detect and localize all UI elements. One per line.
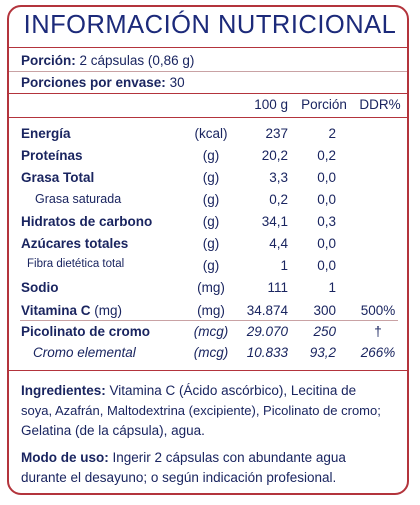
nutrient-per100: 237 bbox=[265, 126, 288, 141]
nutrient-unit: (mg) bbox=[197, 280, 225, 295]
table-row: Sodio (mg) 111 1 bbox=[0, 280, 420, 302]
nutrient-portion: 300 bbox=[313, 303, 336, 318]
nutrient-portion: 0,2 bbox=[317, 148, 336, 163]
divider bbox=[9, 47, 407, 48]
serving-size: Porción: 2 cápsulas (0,86 g) bbox=[21, 53, 194, 68]
header-ddr: DDR% bbox=[359, 97, 401, 112]
table-row: Proteínas (g) 20,2 0,2 bbox=[0, 148, 420, 170]
serving-value: 2 cápsulas (0,86 g) bbox=[79, 53, 195, 68]
nutrient-unit: (g) bbox=[202, 258, 220, 273]
header-portion: Porción bbox=[301, 97, 347, 112]
nutrient-per100: 10.833 bbox=[246, 345, 288, 360]
ingredients-label: Ingredientes: bbox=[21, 383, 106, 398]
ingredients-line1: Vitamina C (Ácido ascórbico), Lecitina d… bbox=[109, 383, 357, 398]
table-row: Fibra dietética total (g) 1 0,0 bbox=[0, 258, 420, 280]
nutrient-per100: 0,2 bbox=[269, 192, 288, 207]
nutrient-portion: 250 bbox=[313, 324, 336, 339]
divider bbox=[9, 370, 407, 371]
nutrient-name: Sodio bbox=[21, 280, 59, 295]
table-row: Vitamina C (mg) (mg) 34.874 300 500% bbox=[0, 303, 420, 325]
nutrient-per100: 4,4 bbox=[269, 236, 288, 251]
divider bbox=[9, 93, 407, 94]
nutrient-per100: 20,2 bbox=[261, 148, 288, 163]
usage-line1: Ingerir 2 cápsulas con abundante agua bbox=[112, 450, 346, 465]
nutrient-ddr: 266% bbox=[360, 345, 396, 360]
nutrient-ddr: 500% bbox=[360, 303, 396, 318]
table-row: Energía (kcal) 237 2 bbox=[0, 126, 420, 148]
nutrient-portion: 93,2 bbox=[309, 345, 336, 360]
servings-per-value: 30 bbox=[169, 75, 185, 90]
table-row: Cromo elemental (mcg) 10.833 93,2 266% bbox=[0, 345, 420, 367]
nutrient-name: Fibra dietética total bbox=[27, 258, 125, 270]
usage-label: Modo de uso: bbox=[21, 450, 109, 465]
nutrient-unit: (mg) bbox=[197, 303, 225, 318]
serving-label: Porción: bbox=[21, 53, 76, 68]
label-frame bbox=[7, 5, 409, 495]
divider bbox=[9, 117, 407, 118]
nutrient-unit: (mcg) bbox=[193, 324, 229, 339]
table-row: Picolinato de cromo (mcg) 29.070 250 † bbox=[0, 324, 420, 346]
nutrient-name: Azúcares totales bbox=[21, 236, 129, 251]
nutrient-name: Grasa Total bbox=[21, 170, 95, 185]
nutrient-portion: 0,0 bbox=[317, 170, 336, 185]
nutrient-portion: 0,0 bbox=[317, 192, 336, 207]
nutrient-portion: 0,3 bbox=[317, 214, 336, 229]
nutrient-ddr: † bbox=[374, 324, 382, 339]
nutrient-unit: (g) bbox=[202, 214, 220, 229]
ingredients-line3: Gelatina (de la cápsula), agua. bbox=[21, 423, 205, 438]
divider bbox=[9, 71, 407, 72]
divider bbox=[20, 320, 398, 321]
nutrient-unit: (g) bbox=[202, 148, 220, 163]
table-row: Grasa saturada (g) 0,2 0,0 bbox=[0, 192, 420, 214]
nutrient-per100: 3,3 bbox=[269, 170, 288, 185]
usage-line2: durante el desayuno; o según indicación … bbox=[21, 470, 337, 485]
nutrient-unit: (g) bbox=[202, 236, 220, 251]
table-row: Hidratos de carbono (g) 34,1 0,3 bbox=[0, 214, 420, 236]
ingredients-line2: soya, Azafrán, Maltodextrina (excipiente… bbox=[21, 403, 381, 418]
nutrient-portion: 2 bbox=[328, 126, 336, 141]
table-row: Azúcares totales (g) 4,4 0,0 bbox=[0, 236, 420, 258]
nutrient-name: Grasa saturada bbox=[35, 192, 122, 206]
nutrient-name: Proteínas bbox=[21, 148, 83, 163]
nutrient-name: Cromo elemental bbox=[33, 345, 136, 360]
table-row: Grasa Total (g) 3,3 0,0 bbox=[0, 170, 420, 192]
nutrient-portion: 0,0 bbox=[317, 258, 336, 273]
nutrient-name: Vitamina C (mg) bbox=[21, 303, 123, 318]
nutrient-per100: 111 bbox=[267, 280, 288, 295]
servings-per-label: Porciones por envase: bbox=[21, 75, 166, 90]
nutrient-portion: 0,0 bbox=[317, 236, 336, 251]
usage: Modo de uso: Ingerir 2 cápsulas con abun… bbox=[21, 448, 406, 488]
nutrient-portion: 1 bbox=[328, 280, 336, 295]
label-title: INFORMACIÓN NUTRICIONAL bbox=[23, 11, 397, 39]
nutrient-name: Energía bbox=[21, 126, 71, 141]
header-per100: 100 g bbox=[254, 97, 288, 112]
table-header: 100 g Porción DDR% bbox=[0, 97, 420, 119]
nutrient-unit: (g) bbox=[202, 170, 220, 185]
ingredients: Ingredientes: Vitamina C (Ácido ascórbic… bbox=[21, 381, 406, 441]
nutrient-per100: 34.874 bbox=[246, 303, 288, 318]
nutrient-per100: 29.070 bbox=[246, 324, 288, 339]
nutrient-per100: 1 bbox=[280, 258, 288, 273]
nutrient-name: Picolinato de cromo bbox=[21, 324, 151, 339]
nutrient-unit: (g) bbox=[202, 192, 220, 207]
servings-per-container: Porciones por envase: 30 bbox=[21, 75, 185, 90]
nutrient-unit: (kcal) bbox=[194, 126, 228, 141]
nutrient-name: Hidratos de carbono bbox=[21, 214, 153, 229]
nutrient-per100: 34,1 bbox=[261, 214, 288, 229]
nutrient-unit: (mcg) bbox=[193, 345, 229, 360]
